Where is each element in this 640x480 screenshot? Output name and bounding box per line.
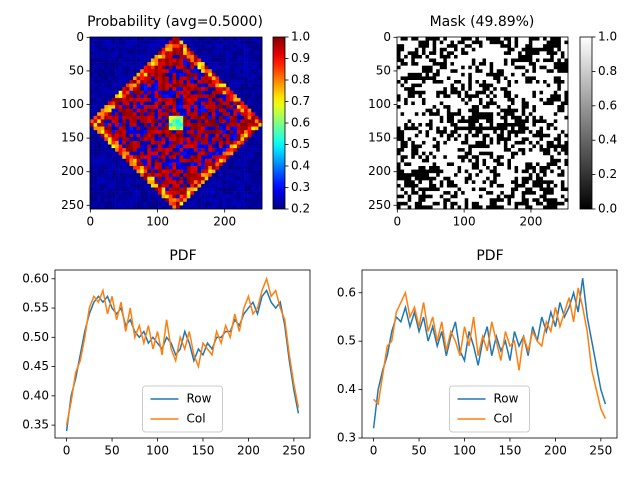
axes-title: PDF — [476, 248, 503, 264]
colorbar-tick-label: 0.0 — [598, 202, 617, 216]
colorbar-tick-label: 1.0 — [291, 30, 310, 44]
x-tick-label: 100 — [453, 444, 476, 458]
axes-frame — [396, 36, 569, 210]
image — [90, 37, 263, 210]
colorbar-tick-label: 0.5 — [291, 137, 310, 151]
colorbar-tick-label: 0.3 — [291, 180, 310, 194]
y-tick-label: 100 — [61, 97, 84, 111]
axes-title: Probability (avg=0.5000) — [87, 14, 263, 30]
colorbar-tick-label: 0.8 — [598, 64, 617, 78]
colorbar — [579, 36, 593, 210]
y-tick-label: 150 — [368, 131, 391, 145]
y-tick-label: 0.55 — [22, 301, 49, 315]
colorbar-tick-label: 1.0 — [598, 30, 617, 44]
y-tick-label: 0.6 — [337, 285, 356, 299]
y-tick-label: 0 — [383, 30, 391, 44]
x-tick-label: 150 — [499, 444, 522, 458]
x-tick-label: 250 — [282, 444, 305, 458]
colorbar-tick-label: 0.7 — [291, 94, 310, 108]
legend-label: Row — [187, 392, 212, 406]
x-tick-label: 200 — [213, 215, 236, 229]
x-tick-label: 50 — [411, 444, 426, 458]
legend-label: Col — [187, 412, 206, 426]
legend-label: Row — [494, 392, 519, 406]
x-tick-label: 200 — [237, 444, 260, 458]
x-tick-label: 0 — [394, 215, 402, 229]
x-tick-label: 150 — [192, 444, 215, 458]
x-tick-label: 200 — [519, 215, 542, 229]
y-tick-label: 100 — [368, 97, 391, 111]
x-tick-label: 50 — [104, 444, 119, 458]
x-tick-label: 100 — [146, 444, 169, 458]
y-tick-label: 0.45 — [22, 359, 49, 373]
colorbar-tick-label: 0.4 — [598, 133, 617, 147]
y-tick-label: 250 — [61, 198, 84, 212]
y-tick-label: 0.35 — [22, 418, 49, 432]
axes-title: PDF — [169, 248, 196, 264]
colorbar-tick-label: 0.6 — [291, 116, 310, 130]
axes-frame — [89, 36, 263, 210]
y-tick-label: 50 — [376, 63, 391, 77]
colorbar-tick-label: 0.9 — [291, 51, 310, 65]
legend — [142, 385, 223, 433]
y-tick-label: 0.5 — [337, 334, 356, 348]
y-tick-label: 0.40 — [22, 388, 49, 402]
y-tick-label: 200 — [61, 164, 84, 178]
x-tick-label: 100 — [453, 215, 476, 229]
y-tick-label: 0.3 — [337, 431, 356, 445]
colorbar — [272, 36, 286, 210]
colorbar-tick-label: 0.2 — [598, 167, 617, 181]
x-tick-label: 0 — [87, 215, 95, 229]
colorbar-tick-label: 0.2 — [291, 202, 310, 216]
y-tick-label: 150 — [61, 131, 84, 145]
legend-label: Col — [494, 412, 513, 426]
y-tick-label: 0.60 — [22, 271, 49, 285]
colorbar-tick-label: 0.6 — [598, 98, 617, 112]
y-tick-label: 250 — [368, 198, 391, 212]
axes-frame — [361, 269, 618, 439]
y-tick-label: 200 — [368, 164, 391, 178]
image — [397, 37, 569, 210]
series-line — [373, 287, 607, 419]
colorbar-tick-label: 0.4 — [291, 159, 310, 173]
y-tick-label: 50 — [69, 63, 84, 77]
colorbar-tick-label: 0.8 — [291, 73, 310, 87]
y-tick-label: 0 — [76, 30, 84, 44]
x-tick-label: 0 — [370, 444, 378, 458]
x-tick-label: 250 — [589, 444, 612, 458]
y-tick-label: 0.50 — [22, 330, 49, 344]
y-tick-label: 0.4 — [337, 382, 356, 396]
axes-frame — [54, 269, 311, 439]
x-tick-label: 0 — [63, 444, 71, 458]
series-line — [65, 276, 300, 426]
x-tick-label: 100 — [146, 215, 169, 229]
x-tick-label: 200 — [544, 444, 567, 458]
legend — [449, 385, 530, 433]
axes-title: Mask (49.89%) — [430, 14, 535, 30]
